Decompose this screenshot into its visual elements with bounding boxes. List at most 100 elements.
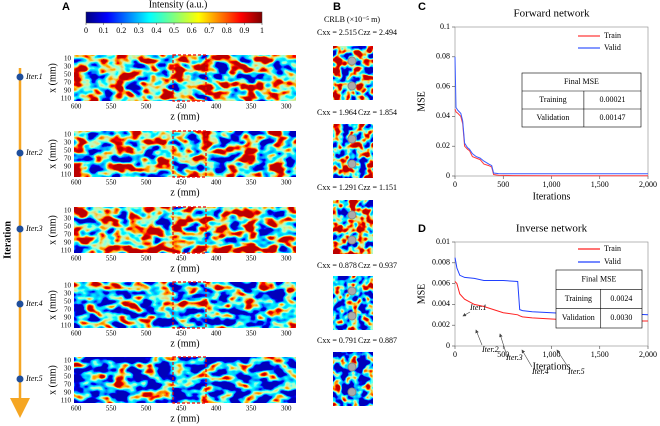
legend-label: Train (604, 244, 621, 253)
target (347, 311, 357, 321)
roi-box (172, 206, 207, 254)
z-tick-label: 550 (106, 179, 117, 187)
colorbar-tick-label: 0.5 (169, 26, 179, 35)
cxx-value: Cxx = 1.964 (317, 108, 357, 117)
target (347, 56, 357, 66)
z-tick-label: 500 (141, 405, 152, 413)
iteration-label: Iter.3 (25, 224, 43, 233)
y-axis-label: MSE (416, 91, 427, 112)
x-tick-label: 10 (64, 55, 72, 63)
roi-box (172, 281, 207, 329)
mse-table (555, 269, 643, 329)
annotation: Iter.4 (531, 367, 549, 376)
heatmap-image (74, 55, 296, 101)
x-tick-label: 30 (64, 215, 72, 223)
z-tick-label: 350 (246, 405, 257, 413)
cxx-value: Cxx = 1.291 (317, 183, 357, 192)
table-value: 0.00147 (599, 113, 625, 122)
czz-value: Czz = 2.494 (358, 28, 397, 37)
iteration-axis-label: Iteration (2, 221, 13, 259)
y-tick-label: 0.04 (436, 111, 450, 120)
legend-label: Train (604, 31, 621, 40)
crlb-image (333, 124, 373, 178)
x-tick-label: 500 (497, 180, 509, 189)
x-tick-label: 1,500 (591, 350, 609, 359)
z-tick-label: 550 (106, 405, 117, 413)
iteration-dot (16, 300, 24, 308)
iteration-label: Iter.4 (25, 299, 43, 308)
iteration-dot (16, 225, 24, 233)
cxx-value: Cxx = 0.878 (317, 261, 357, 270)
z-tick-label: 300 (281, 103, 292, 111)
annotation: Iter.3 (505, 353, 523, 362)
iteration-dot (16, 73, 24, 81)
y-tick-label: 0.006 (432, 278, 450, 287)
x-tick-label: 10 (64, 357, 72, 365)
y-tick-label: 0.002 (432, 320, 450, 329)
z-tick-label: 450 (176, 179, 187, 187)
x-tick-label: 10 (64, 131, 72, 139)
x-tick-label: 90 (64, 314, 72, 322)
table-value: 0.00021 (599, 95, 625, 104)
x-tick-label: 2,000 (639, 350, 657, 359)
z-tick-label: 350 (246, 330, 257, 338)
z-tick-label: 550 (106, 255, 117, 263)
heatmap-image (74, 207, 296, 253)
y-tick-label: 0.02 (436, 141, 450, 150)
x-tick-label: 30 (64, 139, 72, 147)
iteration-label: Iter.1 (25, 72, 43, 81)
x-tick-label: 10 (64, 282, 72, 290)
heatmap-image (74, 131, 296, 177)
x-tick-label: 50 (64, 71, 72, 79)
x-tick-label: 110 (61, 397, 72, 405)
z-axis-label: z (mm) (170, 338, 199, 349)
y-tick-label: 0.01 (436, 237, 450, 246)
z-tick-label: 450 (176, 405, 187, 413)
czz-value: Czz = 0.887 (358, 336, 397, 345)
x-tick-label: 110 (61, 171, 72, 179)
target (347, 210, 357, 220)
x-tick-label: 1,000 (543, 350, 561, 359)
x-tick-label: 30 (64, 290, 72, 298)
x-tick-label: 70 (64, 79, 72, 87)
z-tick-label: 350 (246, 103, 257, 111)
z-tick-label: 300 (281, 405, 292, 413)
y-tick-label: 0.1 (440, 22, 450, 31)
chart-title: Inverse network (516, 223, 588, 235)
heatmap-image (74, 357, 296, 403)
x-tick-label: 90 (64, 163, 72, 171)
z-tick-label: 600 (71, 330, 82, 338)
cxx-value: Cxx = 0.791 (317, 336, 357, 345)
mse-table (521, 72, 642, 128)
z-tick-label: 450 (176, 255, 187, 263)
x-tick-label: 70 (64, 155, 72, 163)
colorbar-tick-label: 0.9 (239, 26, 249, 35)
x-tick-label: 50 (64, 223, 72, 231)
crlb-image (333, 352, 373, 406)
y-axis-label: MSE (416, 284, 427, 305)
z-tick-label: 500 (141, 255, 152, 263)
x-tick-label: 110 (61, 247, 72, 255)
panel-label: D (418, 223, 426, 235)
table-value: 0.0024 (610, 294, 632, 303)
z-tick-label: 400 (211, 255, 222, 263)
annotation: Iter.1 (469, 303, 487, 312)
table-header: Final MSE (564, 77, 599, 86)
y-tick-label: 0.008 (432, 258, 450, 267)
y-tick-label: 0 (446, 171, 450, 180)
z-tick-label: 500 (141, 330, 152, 338)
table-row-label: Validation (562, 313, 595, 322)
z-tick-label: 400 (211, 103, 222, 111)
crlb-title: CRLB (×10⁻⁵ m) (324, 15, 380, 24)
x-tick-label: 110 (61, 95, 72, 103)
x-axis-label: x (mm) (47, 215, 58, 245)
roi-box (172, 356, 207, 404)
iteration-dot (16, 375, 24, 383)
x-tick-label: 70 (64, 381, 72, 389)
z-tick-label: 600 (71, 103, 82, 111)
table-value: 0.0030 (610, 313, 632, 322)
panel-label: C (418, 1, 426, 13)
x-tick-label: 70 (64, 231, 72, 239)
z-axis-label: z (mm) (170, 187, 199, 198)
